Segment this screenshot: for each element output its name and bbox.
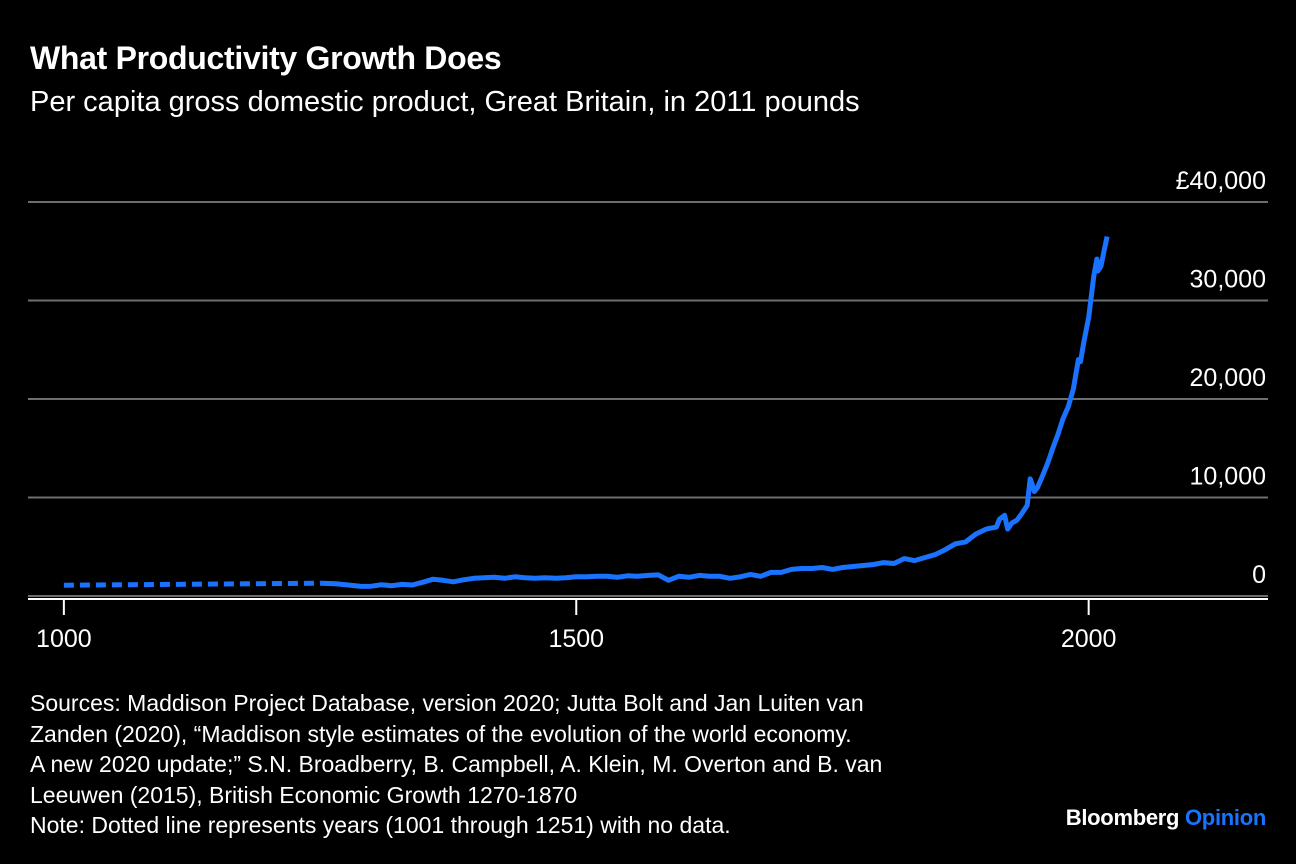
series-line-no-data	[63, 580, 322, 588]
sources-line: A new 2020 update;” S.N. Broadberry, B. …	[30, 751, 883, 777]
line-chart: 0 10,000 20,000 30,000 £40,000 1000 1500 2000	[28, 167, 1268, 653]
chart-title: What Productivity Growth Does	[30, 40, 502, 76]
sources-line: Leeuwen (2015), British Economic Growth …	[30, 781, 578, 808]
brand-logo: Bloomberg Opinion	[1065, 805, 1267, 831]
x-tick-label: 1500	[548, 625, 604, 653]
sources-note: Sources: Maddison Project Database, vers…	[30, 688, 1040, 841]
y-tick-label: 30,000	[1190, 266, 1266, 294]
x-tick-label: 2000	[1061, 625, 1117, 653]
sources-line: Sources: Maddison Project Database, vers…	[30, 690, 864, 716]
x-tick-label: 1000	[36, 625, 92, 653]
grid-layer	[28, 201, 1268, 600]
x-axis-ticks: 1000 1500 2000	[36, 599, 1116, 653]
y-tick-label: 20,000	[1190, 364, 1266, 392]
series-layer	[63, 235, 1110, 589]
y-tick-label: 10,000	[1190, 463, 1266, 491]
y-axis-ticks: 0 10,000 20,000 30,000 £40,000	[1176, 167, 1266, 589]
y-tick-label: £40,000	[1176, 167, 1266, 195]
note-line: Note: Dotted line represents years (1001…	[30, 812, 731, 838]
sources-line: Zanden (2020), “Maddison style estimates…	[30, 720, 852, 747]
brand-name: Bloomberg	[1065, 805, 1180, 830]
series-line-gdp	[321, 235, 1110, 589]
brand-accent: Opinion	[1185, 805, 1266, 830]
y-tick-label: 0	[1252, 561, 1266, 589]
chart-subtitle: Per capita gross domestic product, Great…	[30, 86, 860, 118]
